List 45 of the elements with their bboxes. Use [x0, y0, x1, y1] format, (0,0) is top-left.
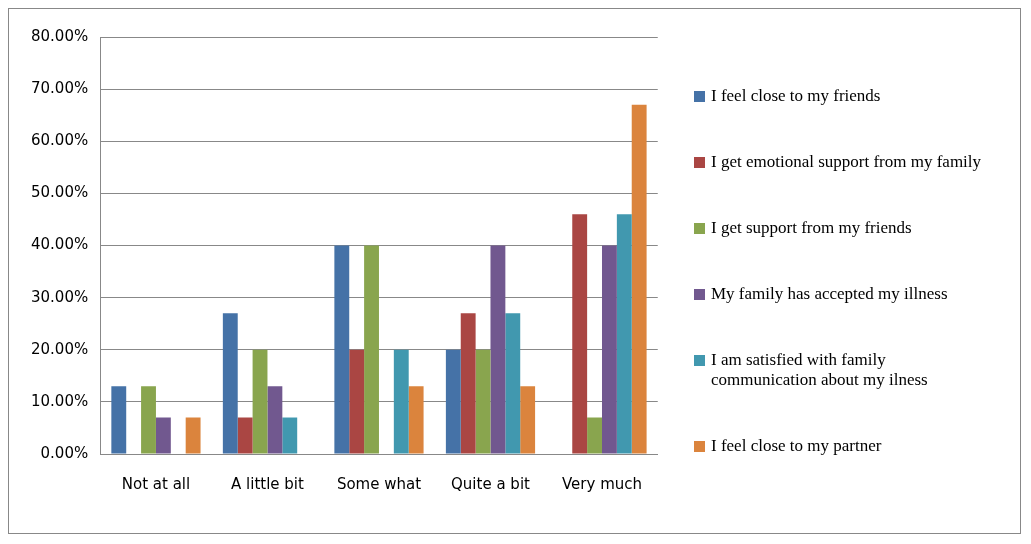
y-tick-label: 50.00%	[30, 183, 89, 202]
bar	[393, 349, 409, 454]
bar	[490, 245, 506, 454]
legend-label: I feel close to my friends	[711, 86, 881, 106]
legend-label: I get emotional support from my family	[711, 152, 982, 172]
x-tick-label: Some what	[336, 474, 422, 493]
y-tick-label: 60.00%	[30, 131, 89, 150]
x-tick-label: Quite a bit	[451, 474, 531, 493]
y-tick-label: 80.00%	[30, 26, 89, 45]
y-tick-label: 0.00%	[40, 443, 89, 462]
bar	[445, 349, 461, 454]
bar	[631, 104, 647, 454]
legend-label: I get support from my friends	[711, 218, 912, 238]
legend-label: My family has accepted my illness	[711, 284, 948, 304]
bar	[237, 417, 253, 454]
bar	[222, 313, 238, 454]
bar	[616, 214, 632, 454]
bar	[520, 386, 536, 454]
bar	[587, 417, 602, 454]
y-tick-label: 40.00%	[30, 235, 89, 254]
x-tick-label: Not at all	[121, 474, 191, 493]
bar	[475, 349, 491, 454]
legend-label: I am satisfied with family communication about my ilness	[711, 350, 929, 390]
bar	[349, 349, 365, 454]
x-tick-label: A little bit	[231, 474, 304, 493]
bar	[572, 214, 588, 454]
bar	[267, 386, 283, 454]
bar	[460, 313, 476, 454]
bar	[505, 313, 521, 454]
bar	[155, 417, 171, 454]
bar	[282, 417, 298, 454]
y-tick-label: 30.00%	[30, 287, 89, 306]
bar	[602, 245, 617, 454]
legend-label: I feel close to my partner	[711, 436, 882, 456]
bar	[141, 386, 156, 454]
x-tick-label: Very much	[561, 474, 642, 493]
bar	[334, 245, 350, 454]
bar	[364, 245, 379, 454]
bar	[408, 386, 424, 454]
y-tick-label: 20.00%	[30, 339, 89, 358]
bar	[185, 417, 201, 454]
bar	[111, 386, 127, 454]
y-tick-label: 70.00%	[30, 79, 89, 98]
y-tick-label: 10.00%	[30, 391, 89, 410]
bar	[252, 349, 268, 454]
